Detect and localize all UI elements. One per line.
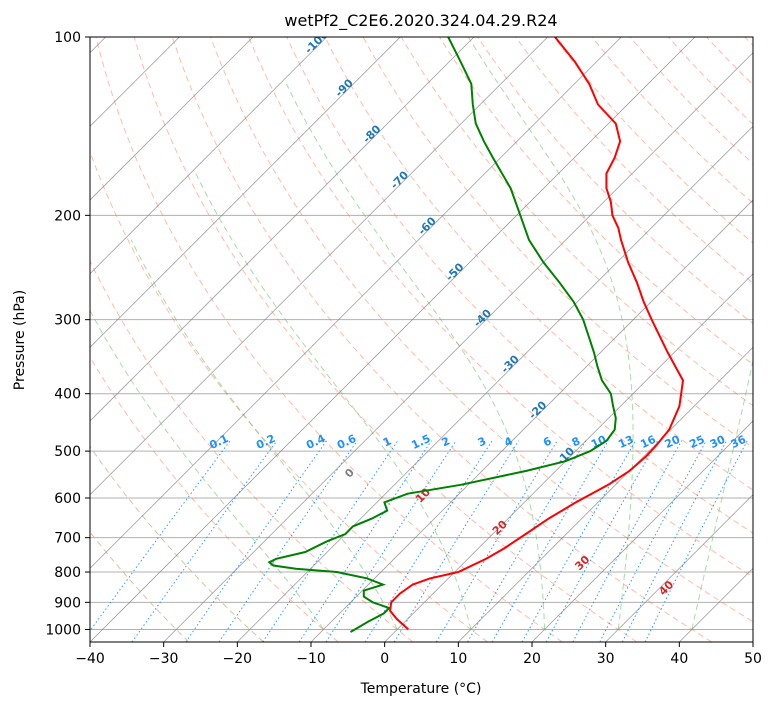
isotherm-line (90, 37, 327, 275)
mixing-ratio-line (644, 440, 748, 642)
x-tick-label: 20 (523, 651, 541, 667)
mixing-ratio-line (435, 440, 558, 642)
y-tick-label: 900 (54, 595, 81, 611)
x-tick-label: 10 (449, 651, 467, 667)
x-axis: −40 −30 −20 −10 0 10 20 30 40 50 (75, 642, 762, 667)
mixing-ratio-value-label: 25 (687, 433, 706, 451)
isotherm-line (310, 199, 753, 642)
isotherm-line (458, 346, 753, 642)
isotherm-line (90, 37, 548, 496)
dry-adiabat-line (171, 37, 712, 642)
plot-area: -100-90-80-70-60-50-40-30-20-100.1 0.2 0.4… (90, 37, 753, 642)
mixing-ratio-line (325, 440, 457, 642)
mixing-ratio-value-label: 30 (708, 433, 728, 451)
x-tick-label: −10 (296, 651, 326, 667)
y-tick-label: 100 (54, 30, 81, 46)
isotherm-line (90, 37, 696, 642)
y-axis-title: Pressure (hPa) (12, 290, 28, 390)
mixing-ratio-line (545, 440, 659, 642)
dry-adiabat-line (90, 445, 264, 642)
mixing-ratio-line (491, 440, 609, 642)
mixing-ratio-value-label: 36 (729, 433, 749, 451)
dry-adiabat-line (248, 37, 753, 578)
mixing-ratio-line (393, 440, 520, 642)
mixing-ratio-line (521, 440, 637, 642)
mixing-ratio-line (90, 440, 231, 632)
x-tick-label: −30 (149, 651, 179, 667)
isotherm-line (90, 37, 401, 348)
y-tick-label: 800 (54, 565, 81, 581)
mixing-ratio-line (131, 440, 278, 642)
y-tick-label: 200 (54, 208, 81, 224)
pressure-gridlines (90, 37, 753, 630)
moist-adiabat-line (285, 83, 546, 630)
x-tick-label: 50 (744, 651, 762, 667)
y-tick-label: 700 (54, 531, 81, 547)
dry-adiabats (90, 37, 753, 642)
chart-title: wetPf2_C2E6.2020.324.04.29.R24 (284, 11, 557, 31)
isotherm-line (384, 273, 753, 642)
dry-adiabat-line (90, 356, 339, 642)
isotherm-line (531, 420, 753, 642)
moist-adiabats (90, 37, 753, 630)
y-tick-label: 300 (54, 313, 81, 329)
skewed-isotherms (90, 37, 753, 642)
temperature-profile-line (389, 37, 685, 631)
y-tick-label: 500 (54, 444, 81, 460)
mixing-ratio-line (364, 440, 493, 642)
x-tick-label: −20 (223, 651, 253, 667)
y-axis: 100 200 300 400 500 600 700 800 900 1000 (45, 30, 90, 638)
isotherm-line (90, 37, 622, 569)
mixing-ratio-value-label: 10 (589, 433, 609, 451)
isotherm-line (605, 494, 753, 642)
mixing-ratio-line (185, 440, 328, 642)
moist-adiabat-line (691, 358, 753, 630)
x-tick-label: −40 (75, 651, 105, 667)
isotherm-line (90, 37, 254, 201)
x-tick-label: 30 (597, 651, 615, 667)
mixing-ratio-line (262, 440, 399, 642)
x-tick-label: 0 (380, 651, 389, 667)
plot-frame (89, 36, 754, 643)
mixing-ratio-value-label: 16 (638, 433, 658, 451)
dry-adiabat-line (286, 37, 753, 534)
dry-adiabat-line (90, 259, 414, 642)
mixing-ratio-value-label: 13 (616, 433, 635, 451)
dry-adiabat-line (133, 37, 638, 642)
moist-adiabat-line (195, 173, 472, 630)
x-tick-label: 40 (670, 651, 688, 667)
y-tick-label: 1000 (45, 622, 81, 638)
dry-adiabat-line (210, 37, 753, 623)
x-axis-title: Temperature (°C) (360, 681, 482, 697)
mixing-ratio-value-label: 20 (663, 433, 683, 451)
dry-adiabat-line (324, 37, 753, 491)
dry-adiabat-line (95, 37, 563, 642)
isotherm-line (163, 52, 753, 642)
mixing-ratio-line (467, 440, 587, 642)
dewpoint-profile-line (267, 37, 617, 633)
isotherm-line (90, 37, 475, 422)
moist-adiabat-line (90, 309, 324, 630)
mixing-ratio-line (572, 440, 683, 642)
y-tick-label: 600 (54, 491, 81, 507)
mixing-ratio-line (298, 440, 432, 642)
moist-adiabat-line (467, 37, 634, 630)
dry-adiabat-line (515, 37, 753, 284)
mixing-ratio-lines (90, 440, 748, 642)
y-tick-label: 400 (54, 387, 81, 403)
isotherm-line (237, 125, 753, 642)
